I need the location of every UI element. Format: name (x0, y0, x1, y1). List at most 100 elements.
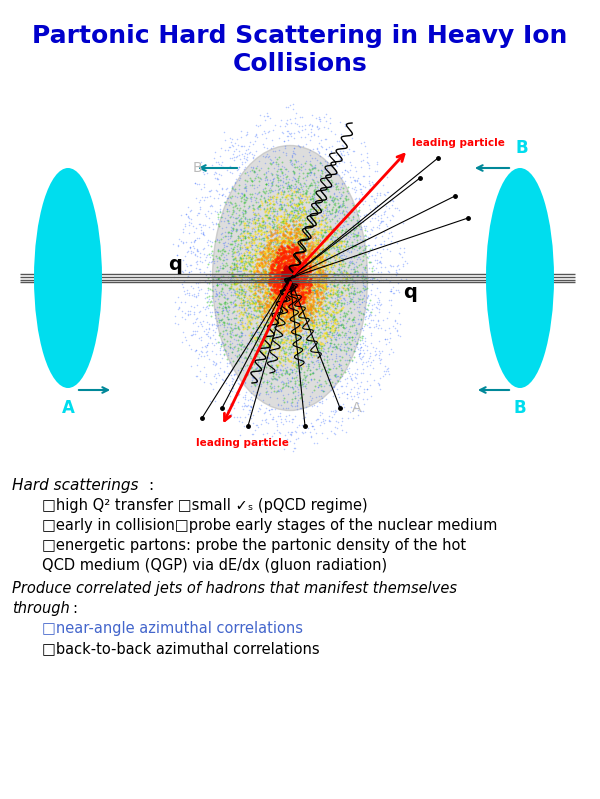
Point (322, 169, 332, 181)
Point (290, 132, 299, 145)
Point (309, 349, 319, 362)
Point (359, 153, 368, 166)
Point (270, 202, 280, 215)
Point (279, 303, 289, 316)
Point (298, 275, 308, 288)
Point (232, 255, 242, 268)
Point (250, 348, 260, 360)
Point (272, 332, 282, 344)
Point (273, 247, 283, 260)
Point (292, 325, 301, 338)
Point (278, 276, 288, 288)
Point (251, 209, 261, 221)
Point (217, 161, 227, 173)
Point (289, 245, 298, 258)
Point (260, 332, 269, 344)
Point (275, 289, 285, 302)
Point (281, 279, 290, 292)
Point (260, 296, 270, 309)
Point (315, 276, 325, 289)
Point (259, 272, 269, 284)
Point (249, 235, 259, 248)
Point (224, 185, 233, 198)
Point (263, 340, 272, 352)
Point (295, 297, 305, 310)
Point (301, 208, 310, 221)
Point (272, 248, 282, 261)
Point (318, 291, 328, 304)
Point (263, 282, 273, 295)
Point (274, 252, 283, 264)
Point (288, 274, 298, 287)
Point (331, 149, 340, 161)
Point (243, 231, 253, 244)
Point (327, 256, 337, 269)
Point (253, 280, 263, 292)
Point (317, 363, 326, 376)
Point (254, 155, 264, 168)
Point (271, 255, 281, 268)
Point (305, 203, 315, 216)
Point (286, 153, 295, 166)
Point (319, 242, 328, 255)
Point (274, 256, 283, 268)
Point (393, 276, 403, 289)
Point (300, 283, 310, 296)
Point (318, 266, 328, 279)
Point (265, 271, 274, 284)
Point (298, 192, 307, 205)
Point (271, 224, 280, 237)
Point (309, 129, 319, 141)
Point (253, 289, 263, 302)
Point (286, 157, 295, 170)
Point (306, 229, 316, 242)
Point (282, 285, 292, 298)
Point (298, 278, 307, 291)
Point (254, 271, 263, 284)
Point (278, 291, 287, 304)
Point (296, 287, 305, 300)
Point (307, 238, 316, 251)
Point (187, 247, 196, 260)
Point (356, 340, 366, 353)
Point (271, 254, 281, 267)
Point (230, 277, 239, 290)
Point (266, 230, 276, 243)
Point (274, 202, 284, 215)
Point (281, 225, 291, 237)
Point (292, 281, 302, 294)
Point (283, 273, 292, 286)
Point (291, 252, 301, 265)
Point (281, 271, 291, 284)
Point (316, 237, 325, 250)
Point (230, 333, 239, 346)
Point (248, 296, 257, 308)
Point (303, 344, 313, 356)
Point (303, 323, 313, 336)
Point (296, 280, 306, 293)
Point (248, 341, 257, 354)
Point (230, 269, 240, 282)
Point (255, 254, 265, 267)
Point (264, 403, 274, 416)
Point (293, 266, 303, 279)
Point (304, 232, 314, 244)
Point (352, 268, 361, 281)
Point (331, 368, 340, 380)
Point (298, 245, 308, 258)
Point (274, 260, 284, 272)
Point (274, 385, 284, 398)
Point (200, 208, 209, 221)
Point (289, 271, 299, 284)
Point (289, 278, 299, 291)
Point (293, 246, 302, 259)
Point (312, 280, 322, 292)
Point (269, 227, 279, 240)
Point (349, 282, 359, 295)
Point (312, 205, 322, 217)
Point (337, 286, 346, 299)
Point (284, 242, 293, 255)
Point (359, 170, 368, 183)
Point (337, 177, 346, 189)
Point (232, 281, 242, 294)
